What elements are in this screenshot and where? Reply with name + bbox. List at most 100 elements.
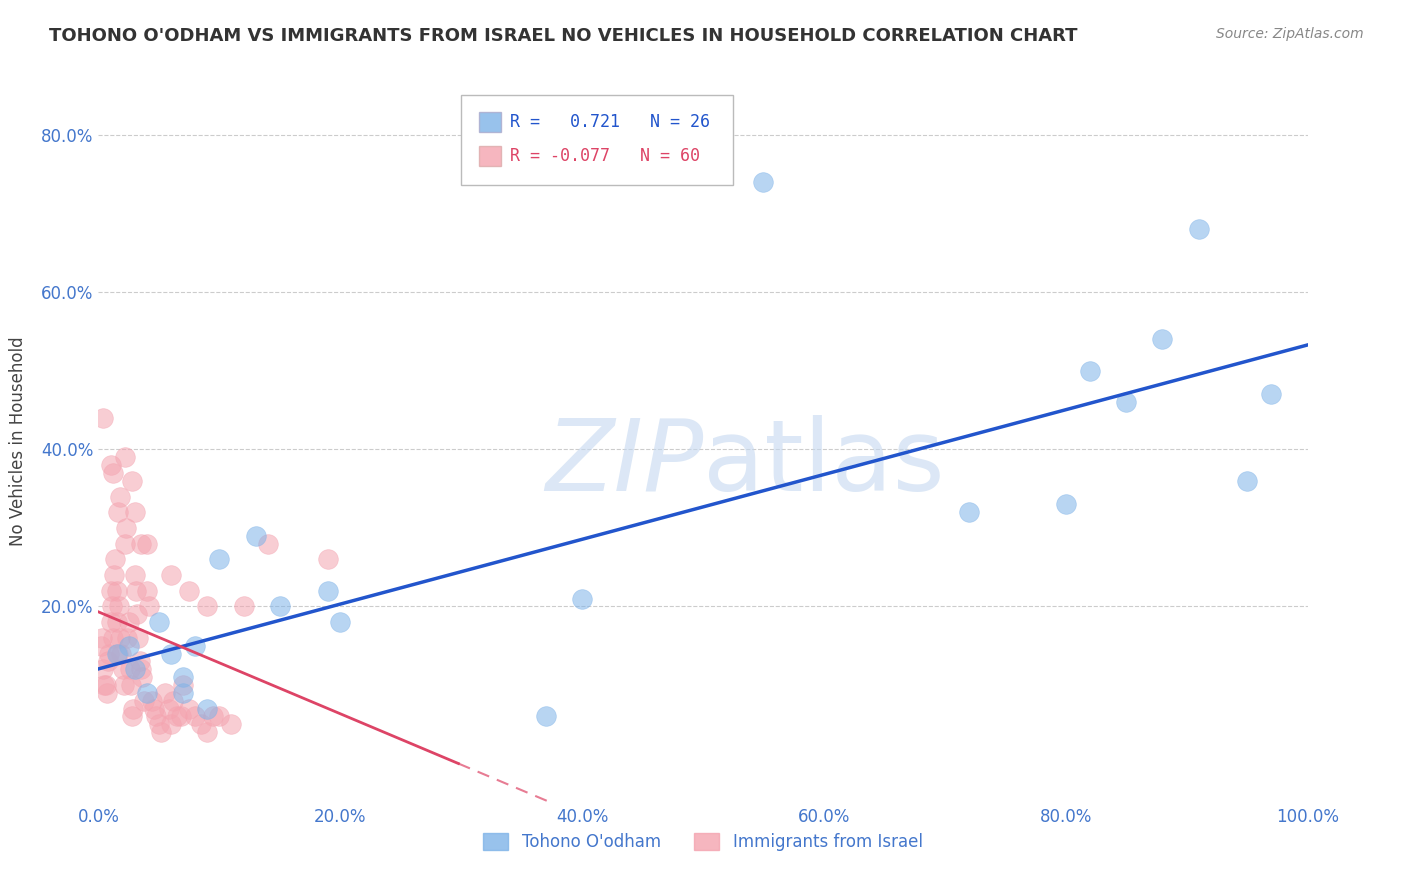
Point <box>172 670 194 684</box>
Point <box>184 709 207 723</box>
Point <box>117 631 139 645</box>
Text: atlas: atlas <box>703 415 945 512</box>
Point <box>232 599 254 614</box>
Point <box>1115 395 1137 409</box>
Point <box>316 552 339 566</box>
Point <box>329 615 352 630</box>
Point <box>208 552 231 566</box>
Point <box>135 583 157 598</box>
Point <box>122 701 145 715</box>
Point <box>1078 364 1101 378</box>
Point <box>121 474 143 488</box>
Point <box>135 536 157 550</box>
Point <box>100 615 122 630</box>
Point <box>571 591 593 606</box>
Point <box>256 536 278 550</box>
Point <box>110 647 132 661</box>
Point <box>1260 387 1282 401</box>
Point <box>129 662 152 676</box>
Point <box>101 466 124 480</box>
Point <box>190 717 212 731</box>
Point <box>108 631 131 645</box>
Point <box>195 701 218 715</box>
Point <box>202 709 225 723</box>
FancyBboxPatch shape <box>479 112 501 132</box>
Point <box>957 505 980 519</box>
Point <box>245 529 267 543</box>
Point <box>100 583 122 598</box>
Point <box>143 701 166 715</box>
Point <box>121 709 143 723</box>
Point <box>148 717 170 731</box>
Point <box>145 709 167 723</box>
Point <box>108 599 131 614</box>
Text: Source: ZipAtlas.com: Source: ZipAtlas.com <box>1216 27 1364 41</box>
Point <box>127 607 149 622</box>
Point <box>129 536 152 550</box>
Point <box>124 568 146 582</box>
Point <box>111 662 134 676</box>
Point <box>1054 497 1077 511</box>
Point <box>103 568 125 582</box>
Point <box>105 615 128 630</box>
Point <box>208 709 231 723</box>
Point <box>128 655 150 669</box>
Point <box>101 631 124 645</box>
Point <box>90 639 112 653</box>
Point <box>124 662 146 676</box>
Point <box>91 411 114 425</box>
Point <box>1152 333 1174 347</box>
Point <box>127 631 149 645</box>
Point <box>118 615 141 630</box>
Point <box>98 647 121 661</box>
Point <box>107 647 129 661</box>
Point <box>179 583 201 598</box>
Point <box>118 639 141 653</box>
Point <box>124 505 146 519</box>
Point <box>160 568 183 582</box>
Point <box>112 678 135 692</box>
Point <box>91 631 114 645</box>
Point <box>172 678 194 692</box>
Point <box>97 655 120 669</box>
Point <box>162 694 184 708</box>
Point <box>141 694 163 708</box>
Point <box>172 686 194 700</box>
Text: TOHONO O'ODHAM VS IMMIGRANTS FROM ISRAEL NO VEHICLES IN HOUSEHOLD CORRELATION CH: TOHONO O'ODHAM VS IMMIGRANTS FROM ISRAEL… <box>49 27 1078 45</box>
Point <box>114 450 136 465</box>
Point <box>153 686 176 700</box>
Point <box>114 536 136 550</box>
FancyBboxPatch shape <box>461 95 734 185</box>
Point <box>160 647 183 661</box>
Point <box>148 615 170 630</box>
Point <box>120 678 142 692</box>
Point <box>100 458 122 472</box>
Point <box>160 717 183 731</box>
Point <box>169 709 191 723</box>
Point <box>134 694 156 708</box>
Point <box>195 599 218 614</box>
Point <box>135 686 157 700</box>
Point <box>752 175 775 189</box>
Point <box>94 678 117 692</box>
Point <box>179 701 201 715</box>
Point <box>91 662 114 676</box>
Point <box>93 678 115 692</box>
Point <box>1236 474 1258 488</box>
Point <box>195 725 218 739</box>
Point <box>96 686 118 700</box>
Point <box>534 709 557 723</box>
Point <box>105 583 128 598</box>
Point <box>316 583 339 598</box>
FancyBboxPatch shape <box>479 146 501 166</box>
Point <box>131 670 153 684</box>
Point <box>221 717 243 731</box>
Point <box>1188 222 1211 236</box>
Legend: Tohono O'odham, Immigrants from Israel: Tohono O'odham, Immigrants from Israel <box>475 825 931 860</box>
Point <box>184 639 207 653</box>
Y-axis label: No Vehicles in Household: No Vehicles in Household <box>10 336 27 547</box>
Point <box>108 490 131 504</box>
Point <box>105 647 128 661</box>
Point <box>269 599 291 614</box>
Text: R =   0.721   N = 26: R = 0.721 N = 26 <box>509 113 710 131</box>
